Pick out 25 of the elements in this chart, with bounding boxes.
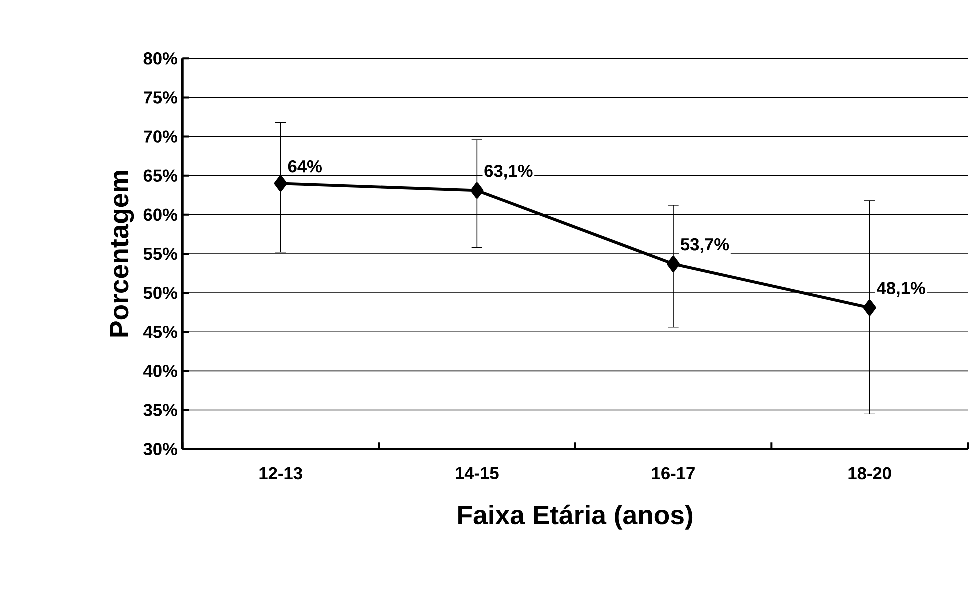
- x-tick-label: 16-17: [652, 467, 695, 480]
- y-tick-label: 65%: [144, 170, 178, 182]
- y-tick-label: 60%: [144, 208, 178, 222]
- point: [667, 256, 680, 272]
- x-tick-label: 18-20: [848, 467, 892, 480]
- data-label: 64%: [288, 160, 322, 173]
- y-tick-label: 50%: [144, 286, 178, 300]
- y-tick-label: 75%: [144, 92, 178, 104]
- point: [274, 176, 288, 192]
- y-tick-label: 45%: [144, 326, 178, 338]
- point: [470, 182, 484, 199]
- point: [863, 300, 876, 316]
- y-tick-label: 70%: [144, 130, 178, 143]
- y-tick-label: 80%: [144, 52, 178, 65]
- data-label: 48,1%: [877, 282, 926, 297]
- x-tick-label: 14-15: [456, 467, 499, 480]
- y-tick-label: 40%: [144, 365, 178, 378]
- x-tick-label: 12-13: [260, 467, 302, 480]
- data-label: 63,1%: [484, 164, 533, 180]
- y-tick-label: 55%: [144, 248, 178, 260]
- y-axis-title: Porcentagem: [110, 171, 134, 337]
- y-tick-label: 35%: [144, 404, 178, 416]
- data-label: 53,7%: [680, 238, 730, 254]
- y-tick-label: 30%: [144, 443, 178, 456]
- x-axis-title: Faixa Etária (anos): [458, 504, 693, 530]
